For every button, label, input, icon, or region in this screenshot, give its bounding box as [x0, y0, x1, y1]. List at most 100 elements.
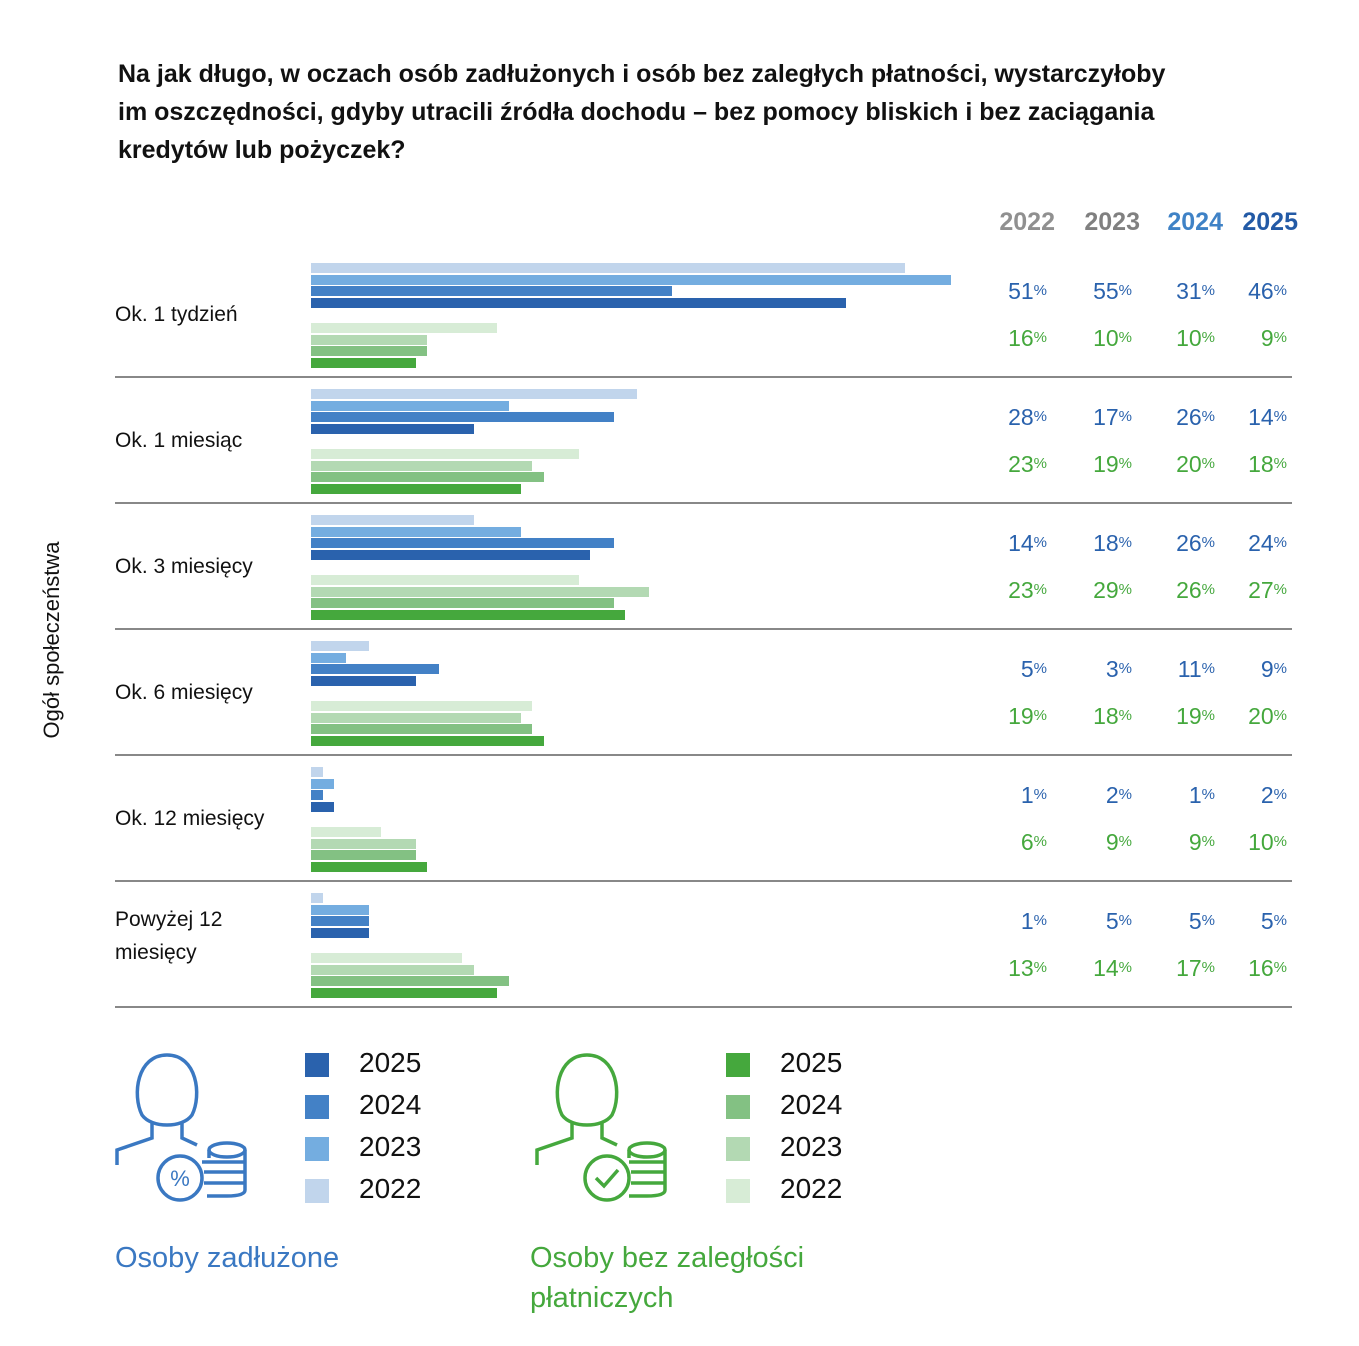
value-label: 29%: [1072, 577, 1132, 604]
value-number: 3: [1105, 656, 1119, 682]
value-label: 19%: [987, 703, 1047, 730]
legend-swatch-2023: [305, 1137, 329, 1161]
percent-sign: %: [1201, 707, 1215, 724]
value-label: 14%: [1227, 404, 1287, 431]
value-label: 17%: [1072, 404, 1132, 431]
value-number: 10: [1093, 325, 1119, 351]
category-label: Ok. 12 miesięcy: [115, 807, 265, 830]
value-number: 10: [1248, 829, 1274, 855]
percent-sign: %: [1118, 833, 1132, 850]
value-label: 31%: [1155, 278, 1215, 305]
value-number: 26: [1176, 404, 1202, 430]
bar-indebted-2022: [311, 767, 323, 777]
row-separator: [115, 754, 1292, 756]
bar-indebted-2022: [311, 263, 905, 273]
percent-sign: %: [1273, 912, 1287, 929]
bar-no-arrears-2024: [311, 724, 533, 734]
category-label: Ok. 3 miesięcy: [115, 555, 253, 578]
bar-no-arrears-2024: [311, 346, 428, 356]
bar-no-arrears-2022: [311, 953, 463, 963]
legend-group-no-arrears-line2: płatniczych: [530, 1282, 674, 1314]
value-number: 1: [1188, 782, 1202, 808]
row-separator: [115, 1006, 1292, 1008]
percent-sign: %: [1201, 329, 1215, 346]
value-number: 1: [1020, 908, 1034, 934]
value-label: 11%: [1155, 656, 1215, 683]
value-label: 1%: [1155, 782, 1215, 809]
value-number: 14: [1008, 530, 1034, 556]
percent-sign: %: [1118, 282, 1132, 299]
percent-sign: %: [1033, 660, 1047, 677]
value-label: 10%: [1072, 325, 1132, 352]
value-label: 5%: [987, 656, 1047, 683]
value-label: 51%: [987, 278, 1047, 305]
value-number: 18: [1248, 451, 1274, 477]
y-axis-label: Ogół społeczeństwa: [39, 541, 64, 739]
value-number: 46: [1248, 278, 1274, 304]
value-number: 18: [1093, 703, 1119, 729]
bar-no-arrears-2023: [311, 334, 428, 345]
bar-no-arrears-2022: [311, 323, 498, 333]
percent-sign: %: [1201, 408, 1215, 425]
value-label: 9%: [1072, 829, 1132, 856]
bar-no-arrears-2024: [311, 472, 544, 482]
header-year-2025: 2025: [1242, 208, 1298, 236]
value-number: 19: [1093, 451, 1119, 477]
percent-sign: %: [1273, 833, 1287, 850]
value-label: 6%: [987, 829, 1047, 856]
legend-label-2024: 2024: [780, 1089, 843, 1120]
percent-sign: %: [1118, 534, 1132, 551]
bar-no-arrears-2025: [311, 357, 416, 368]
bar-no-arrears-2024: [311, 598, 614, 608]
bar-no-arrears-2025: [311, 987, 498, 998]
bar-indebted-2023: [311, 274, 952, 285]
value-number: 23: [1008, 451, 1034, 477]
bar-no-arrears-2022: [311, 827, 381, 837]
bar-indebted-2023: [311, 904, 370, 915]
legend-label-2025: 2025: [780, 1047, 843, 1078]
value-label: 23%: [987, 577, 1047, 604]
percent-sign: %: [1273, 959, 1287, 976]
percent-sign: %: [1201, 534, 1215, 551]
value-number: 19: [1008, 703, 1034, 729]
value-label: 10%: [1155, 325, 1215, 352]
value-number: 16: [1248, 955, 1274, 981]
bar-indebted-2023: [311, 400, 509, 411]
bar-indebted-2023: [311, 778, 335, 789]
value-label: 5%: [1155, 908, 1215, 935]
value-label: 26%: [1155, 577, 1215, 604]
value-label: 24%: [1227, 530, 1287, 557]
bar-no-arrears-2022: [311, 701, 533, 711]
value-number: 17: [1176, 955, 1202, 981]
percent-sign: %: [1033, 959, 1047, 976]
value-number: 13: [1008, 955, 1034, 981]
value-label: 14%: [987, 530, 1047, 557]
value-label: 26%: [1155, 404, 1215, 431]
value-number: 31: [1176, 278, 1202, 304]
header-year-2023: 2023: [1084, 208, 1140, 236]
value-number: 2: [1260, 782, 1274, 808]
bar-indebted-2022: [311, 641, 370, 651]
bar-no-arrears-2025: [311, 735, 544, 746]
value-number: 2: [1105, 782, 1119, 808]
percent-sign: %: [1033, 329, 1047, 346]
value-number: 14: [1248, 404, 1274, 430]
value-number: 23: [1008, 577, 1034, 603]
value-number: 11: [1177, 656, 1202, 682]
row-separator: [115, 502, 1292, 504]
category-label: Ok. 1 tydzień: [115, 303, 238, 326]
row-separator: [115, 376, 1292, 378]
bar-no-arrears-2024: [311, 976, 509, 986]
percent-sign: %: [1118, 581, 1132, 598]
percent-sign: %: [1033, 786, 1047, 803]
bar-indebted-2024: [311, 286, 672, 296]
value-number: 14: [1093, 955, 1119, 981]
percent-sign: %: [1033, 707, 1047, 724]
value-label: 20%: [1227, 703, 1287, 730]
value-number: 9: [1188, 829, 1202, 855]
value-number: 51: [1008, 278, 1034, 304]
value-label: 5%: [1227, 908, 1287, 935]
legend-group-no-arrears-line1: Osoby bez zaległości: [530, 1242, 805, 1274]
bar-no-arrears-2025: [311, 483, 521, 494]
value-number: 5: [1188, 908, 1202, 934]
